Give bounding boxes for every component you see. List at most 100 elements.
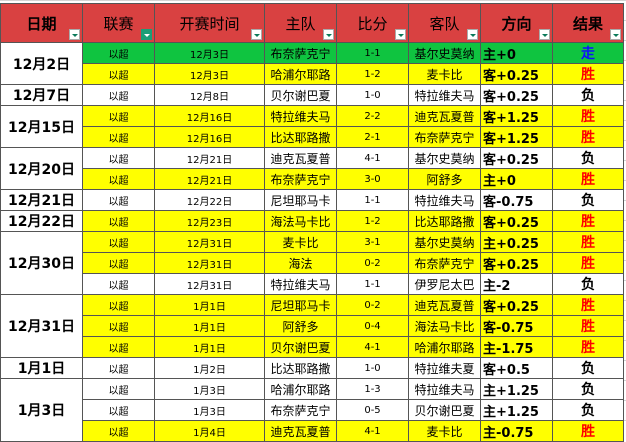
result-cell[interactable]: 负 bbox=[552, 84, 624, 106]
home-team-cell[interactable]: 海法 bbox=[264, 252, 337, 274]
away-team-cell[interactable]: 贝尔谢巴夏 bbox=[408, 399, 481, 421]
away-team-cell[interactable]: 海法马卡比 bbox=[408, 315, 481, 337]
time-cell[interactable]: 12月23日 bbox=[154, 210, 265, 232]
filter-dropdown-icon[interactable] bbox=[69, 29, 80, 40]
time-cell[interactable]: 12月31日 bbox=[154, 273, 265, 295]
home-team-cell[interactable]: 布奈萨克宁 bbox=[264, 399, 337, 421]
score-cell[interactable]: 1-0 bbox=[336, 84, 409, 106]
away-team-cell[interactable]: 麦卡比 bbox=[408, 63, 481, 85]
time-cell[interactable]: 12月16日 bbox=[154, 105, 265, 127]
home-team-cell[interactable]: 麦卡比 bbox=[264, 231, 337, 253]
league-cell[interactable]: 以超 bbox=[82, 231, 155, 253]
direction-cell[interactable]: 客+0.5 bbox=[480, 357, 553, 379]
away-team-cell[interactable]: 特拉维夫马 bbox=[408, 189, 481, 211]
date-cell[interactable]: 12月15日 bbox=[0, 105, 83, 148]
time-cell[interactable]: 12月16日 bbox=[154, 126, 265, 148]
direction-cell[interactable]: 主+1.25 bbox=[480, 378, 553, 400]
direction-cell[interactable]: 客+0.25 bbox=[480, 252, 553, 274]
result-cell[interactable]: 负 bbox=[552, 399, 624, 421]
home-team-cell[interactable]: 尼坦耶马卡 bbox=[264, 294, 337, 316]
league-cell[interactable]: 以超 bbox=[82, 252, 155, 274]
home-team-cell[interactable]: 阿舒多 bbox=[264, 315, 337, 337]
direction-cell[interactable]: 主+0 bbox=[480, 42, 553, 64]
league-cell[interactable]: 以超 bbox=[82, 189, 155, 211]
home-team-cell[interactable]: 特拉维夫马 bbox=[264, 273, 337, 295]
away-team-cell[interactable]: 麦卡比 bbox=[408, 420, 481, 442]
date-cell[interactable]: 12月7日 bbox=[0, 84, 83, 106]
filter-dropdown-icon[interactable] bbox=[323, 29, 334, 40]
direction-cell[interactable]: 主+0.25 bbox=[480, 231, 553, 253]
score-cell[interactable]: 1-2 bbox=[336, 210, 409, 232]
home-team-cell[interactable]: 迪克瓦夏普 bbox=[264, 147, 337, 169]
home-team-cell[interactable]: 布奈萨克宁 bbox=[264, 168, 337, 190]
league-cell[interactable]: 以超 bbox=[82, 63, 155, 85]
away-team-cell[interactable]: 迪克瓦夏普 bbox=[408, 105, 481, 127]
league-cell[interactable]: 以超 bbox=[82, 357, 155, 379]
result-cell[interactable]: 负 bbox=[552, 273, 624, 295]
time-cell[interactable]: 1月3日 bbox=[154, 399, 265, 421]
league-cell[interactable]: 以超 bbox=[82, 210, 155, 232]
away-team-cell[interactable]: 比达耶路撒 bbox=[408, 210, 481, 232]
league-cell[interactable]: 以超 bbox=[82, 420, 155, 442]
away-team-cell[interactable]: 伊罗尼太巴 bbox=[408, 273, 481, 295]
direction-cell[interactable]: 客+0.25 bbox=[480, 210, 553, 232]
away-team-cell[interactable]: 基尔史莫纳 bbox=[408, 42, 481, 64]
time-cell[interactable]: 1月2日 bbox=[154, 357, 265, 379]
time-cell[interactable]: 12月21日 bbox=[154, 168, 265, 190]
direction-cell[interactable]: 主+0 bbox=[480, 168, 553, 190]
score-cell[interactable]: 1-1 bbox=[336, 42, 409, 64]
direction-cell[interactable]: 客+0.25 bbox=[480, 84, 553, 106]
away-team-cell[interactable]: 特拉维夫马 bbox=[408, 378, 481, 400]
direction-cell[interactable]: 客-0.75 bbox=[480, 189, 553, 211]
time-cell[interactable]: 1月4日 bbox=[154, 420, 265, 442]
away-team-cell[interactable]: 基尔史莫纳 bbox=[408, 231, 481, 253]
result-cell[interactable]: 胜 bbox=[552, 210, 624, 232]
active-filter-icon[interactable] bbox=[141, 29, 152, 40]
score-cell[interactable]: 0-4 bbox=[336, 315, 409, 337]
away-team-cell[interactable]: 阿舒多 bbox=[408, 168, 481, 190]
date-cell[interactable]: 12月2日 bbox=[0, 42, 83, 85]
filter-dropdown-icon[interactable] bbox=[610, 29, 621, 40]
direction-cell[interactable]: 主+1.25 bbox=[480, 399, 553, 421]
filter-dropdown-icon[interactable] bbox=[251, 29, 262, 40]
date-cell[interactable]: 1月1日 bbox=[0, 357, 83, 379]
league-cell[interactable]: 以超 bbox=[82, 42, 155, 64]
result-cell[interactable]: 走 bbox=[552, 42, 624, 64]
result-cell[interactable]: 负 bbox=[552, 378, 624, 400]
direction-cell[interactable]: 客+0.25 bbox=[480, 147, 553, 169]
league-cell[interactable]: 以超 bbox=[82, 378, 155, 400]
direction-cell[interactable]: 客+1.25 bbox=[480, 126, 553, 148]
away-team-cell[interactable]: 布奈萨克宁 bbox=[408, 126, 481, 148]
home-team-cell[interactable]: 尼坦耶马卡 bbox=[264, 189, 337, 211]
date-cell[interactable]: 12月21日 bbox=[0, 189, 83, 211]
filter-dropdown-icon[interactable] bbox=[467, 29, 478, 40]
score-cell[interactable]: 2-2 bbox=[336, 105, 409, 127]
score-cell[interactable]: 4-1 bbox=[336, 420, 409, 442]
home-team-cell[interactable]: 布奈萨克宁 bbox=[264, 42, 337, 64]
score-cell[interactable]: 0-2 bbox=[336, 252, 409, 274]
score-cell[interactable]: 4-1 bbox=[336, 147, 409, 169]
home-team-cell[interactable]: 哈浦尔耶路 bbox=[264, 63, 337, 85]
time-cell[interactable]: 1月1日 bbox=[154, 294, 265, 316]
time-cell[interactable]: 12月21日 bbox=[154, 147, 265, 169]
score-cell[interactable]: 2-1 bbox=[336, 126, 409, 148]
score-cell[interactable]: 1-2 bbox=[336, 63, 409, 85]
result-cell[interactable]: 负 bbox=[552, 357, 624, 379]
result-cell[interactable]: 胜 bbox=[552, 168, 624, 190]
score-cell[interactable]: 1-1 bbox=[336, 273, 409, 295]
direction-cell[interactable]: 客-0.75 bbox=[480, 315, 553, 337]
filter-dropdown-icon[interactable] bbox=[539, 29, 550, 40]
time-cell[interactable]: 12月3日 bbox=[154, 42, 265, 64]
result-cell[interactable]: 胜 bbox=[552, 126, 624, 148]
date-cell[interactable]: 12月22日 bbox=[0, 210, 83, 232]
direction-cell[interactable]: 客+0.25 bbox=[480, 63, 553, 85]
league-cell[interactable]: 以超 bbox=[82, 168, 155, 190]
home-team-cell[interactable]: 迪克瓦夏普 bbox=[264, 420, 337, 442]
result-cell[interactable]: 胜 bbox=[552, 294, 624, 316]
direction-cell[interactable]: 客+0.25 bbox=[480, 294, 553, 316]
score-cell[interactable]: 4-1 bbox=[336, 336, 409, 358]
result-cell[interactable]: 胜 bbox=[552, 252, 624, 274]
direction-cell[interactable]: 主-1.75 bbox=[480, 336, 553, 358]
time-cell[interactable]: 1月3日 bbox=[154, 378, 265, 400]
home-team-cell[interactable]: 比达耶路撒 bbox=[264, 357, 337, 379]
